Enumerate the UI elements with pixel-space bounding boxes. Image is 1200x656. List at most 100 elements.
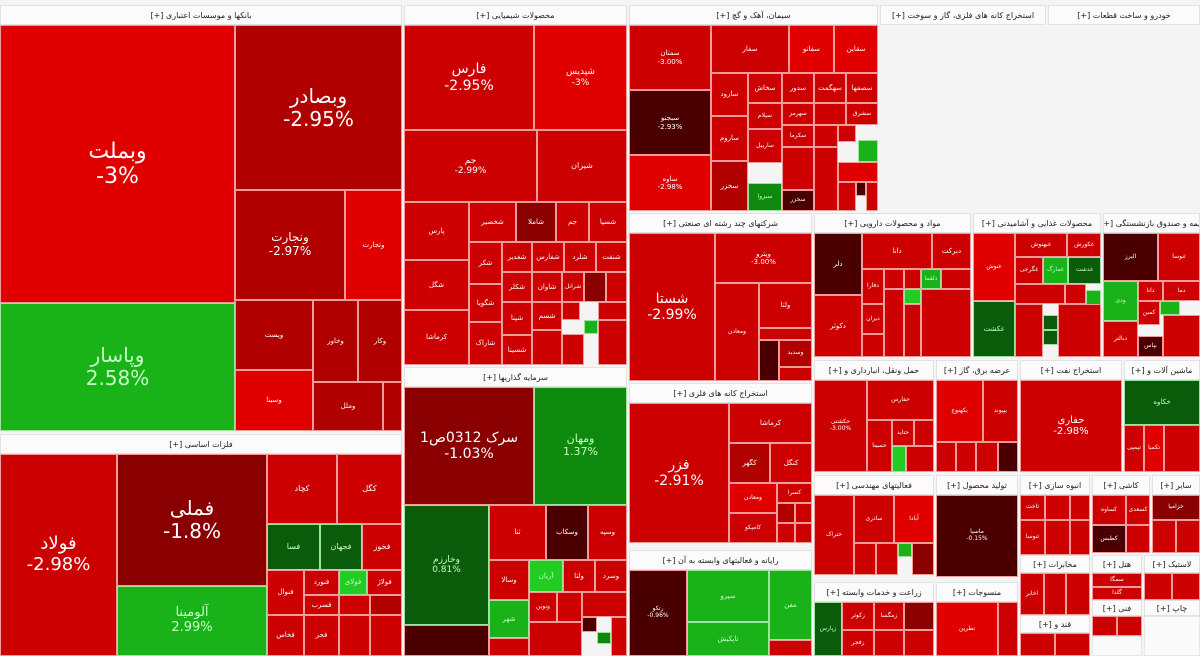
stock-tile[interactable]: دلر	[814, 233, 862, 295]
stock-tile[interactable]	[898, 543, 912, 557]
stock-tile[interactable]: دبرکت	[932, 233, 971, 269]
stock-tile[interactable]: دما	[1163, 281, 1200, 301]
stock-tile[interactable]	[892, 446, 906, 472]
stock-tile[interactable]: البرز	[1103, 233, 1158, 281]
stock-tile[interactable]: دبالتر	[1103, 321, 1138, 357]
stock-tile[interactable]: غبهنوش	[1015, 233, 1067, 257]
stock-tile[interactable]: وپاسار 2.58%	[0, 303, 235, 431]
stock-tile[interactable]: غنوش	[973, 233, 1015, 301]
stock-tile[interactable]	[795, 503, 812, 523]
stock-tile[interactable]: وپست	[235, 300, 313, 370]
sector-header-food[interactable]: محصولات غذایی و آشامیدنی [+]	[973, 213, 1101, 233]
stock-tile[interactable]: زمگسا	[874, 602, 904, 630]
stock-tile[interactable]	[858, 140, 878, 162]
stock-tile[interactable]: کنگل	[770, 443, 812, 483]
stock-tile[interactable]	[884, 289, 904, 357]
stock-tile[interactable]: وتجارت	[345, 190, 402, 300]
stock-tile[interactable]: خکاوه	[1124, 380, 1200, 425]
stock-tile[interactable]	[779, 367, 812, 381]
stock-tile[interactable]: شستا -2.99%	[629, 233, 715, 381]
stock-tile[interactable]: حفارس	[867, 380, 934, 420]
stock-tile[interactable]: فنوال	[267, 570, 304, 615]
stock-tile[interactable]: شکر	[469, 242, 502, 284]
stock-tile[interactable]	[876, 543, 898, 575]
stock-tile[interactable]: شگل	[404, 260, 469, 310]
stock-tile[interactable]: کرماشا	[404, 310, 469, 365]
stock-tile[interactable]: شسینا	[502, 335, 532, 365]
stock-tile[interactable]: ساربیل	[748, 129, 782, 163]
stock-tile[interactable]: فسرب	[304, 595, 339, 615]
stock-tile[interactable]: سارود	[711, 73, 748, 116]
stock-tile[interactable]	[1176, 520, 1200, 553]
stock-tile[interactable]	[912, 543, 934, 575]
stock-tile[interactable]	[1070, 495, 1090, 520]
stock-tile[interactable]: سخزر	[782, 190, 814, 211]
sector-header-tile[interactable]: کاشی [+]	[1092, 475, 1150, 495]
stock-tile[interactable]: شاوان	[532, 272, 562, 302]
sector-header-misc3[interactable]: چاپ [+]	[1144, 600, 1200, 616]
sector-header-misc2[interactable]: فنی [+]	[1092, 600, 1142, 616]
stock-tile[interactable]	[856, 182, 866, 196]
stock-tile[interactable]	[383, 382, 402, 431]
stock-tile[interactable]: سیلام	[748, 103, 782, 129]
stock-tile[interactable]: جم -2.99%	[404, 130, 537, 202]
stock-tile[interactable]	[582, 617, 597, 632]
stock-tile[interactable]: سشرق	[846, 103, 878, 125]
stock-tile[interactable]	[998, 442, 1018, 472]
stock-tile[interactable]	[1058, 304, 1101, 357]
stock-tile[interactable]	[1144, 573, 1172, 600]
sector-header-misc1[interactable]: قند و [+]	[1020, 615, 1090, 633]
stock-tile[interactable]	[906, 446, 934, 472]
stock-tile[interactable]: فولاژ	[367, 570, 402, 595]
stock-tile[interactable]	[1152, 520, 1176, 553]
stock-tile[interactable]: دیران	[862, 304, 884, 334]
stock-tile[interactable]: فسا	[267, 524, 320, 570]
stock-tile[interactable]: ثنوسا	[1158, 233, 1200, 281]
stock-tile[interactable]	[339, 615, 370, 656]
stock-tile[interactable]: سهگمت	[814, 73, 846, 103]
stock-tile[interactable]	[606, 272, 627, 302]
stock-tile[interactable]	[1065, 284, 1086, 304]
stock-tile[interactable]	[782, 147, 814, 190]
stock-tile[interactable]: فخوز	[362, 524, 402, 570]
stock-tile[interactable]: شپنا	[502, 302, 532, 335]
stock-tile[interactable]: وخارزم 0.81%	[404, 505, 489, 625]
sector-header-metalore[interactable]: استخراج کانه های فلزی [+]	[629, 383, 812, 403]
stock-tile[interactable]: وکار	[358, 300, 402, 382]
stock-tile[interactable]: شکلر	[502, 272, 532, 302]
sector-header-textiles[interactable]: منسوجات [+]	[936, 582, 1018, 602]
stock-tile[interactable]	[777, 503, 795, 523]
stock-tile[interactable]: وسپه	[588, 505, 627, 560]
stock-tile[interactable]: سبزوا	[748, 183, 782, 211]
stock-tile[interactable]	[557, 592, 582, 622]
stock-tile[interactable]	[1045, 520, 1070, 555]
stock-tile[interactable]	[777, 523, 795, 543]
stock-tile[interactable]	[1070, 520, 1090, 555]
stock-tile[interactable]	[1164, 425, 1200, 472]
stock-tile[interactable]: سبجنو -2.93%	[629, 90, 711, 155]
stock-tile[interactable]	[1092, 636, 1142, 656]
stock-tile[interactable]	[838, 162, 878, 182]
stock-tile[interactable]: فولای	[339, 570, 367, 595]
stock-tile[interactable]	[904, 602, 934, 630]
stock-tile[interactable]: شفارس	[532, 242, 564, 272]
stock-tile[interactable]	[339, 595, 370, 615]
sector-header-investment[interactable]: سرمایه گذاریها [+]	[404, 367, 627, 387]
stock-tile[interactable]: حتاید	[892, 420, 914, 446]
sector-header-mining[interactable]: استخراج کانه های فلزی، گاز و سوخت [+]	[880, 5, 1046, 25]
stock-tile[interactable]: سخزر	[711, 161, 748, 211]
stock-tile[interactable]: آبادا	[894, 495, 934, 543]
stock-tile[interactable]	[759, 328, 812, 340]
stock-tile[interactable]	[769, 640, 812, 656]
stock-tile[interactable]: سفانو	[789, 25, 834, 73]
stock-tile[interactable]	[611, 617, 627, 656]
stock-tile[interactable]: وسدید	[779, 340, 812, 367]
stock-tile[interactable]: کچاد	[267, 454, 337, 524]
stock-tile[interactable]: دانا	[1138, 281, 1163, 301]
stock-tile[interactable]: نطرین	[936, 602, 998, 656]
stock-tile[interactable]	[838, 125, 856, 142]
sector-header-electric[interactable]: عرضه برق، گاز [+]	[936, 360, 1018, 380]
stock-tile[interactable]: سمگا	[1092, 573, 1142, 587]
stock-tile[interactable]	[866, 182, 878, 211]
stock-tile[interactable]: وبصادر -2.95%	[235, 25, 402, 190]
